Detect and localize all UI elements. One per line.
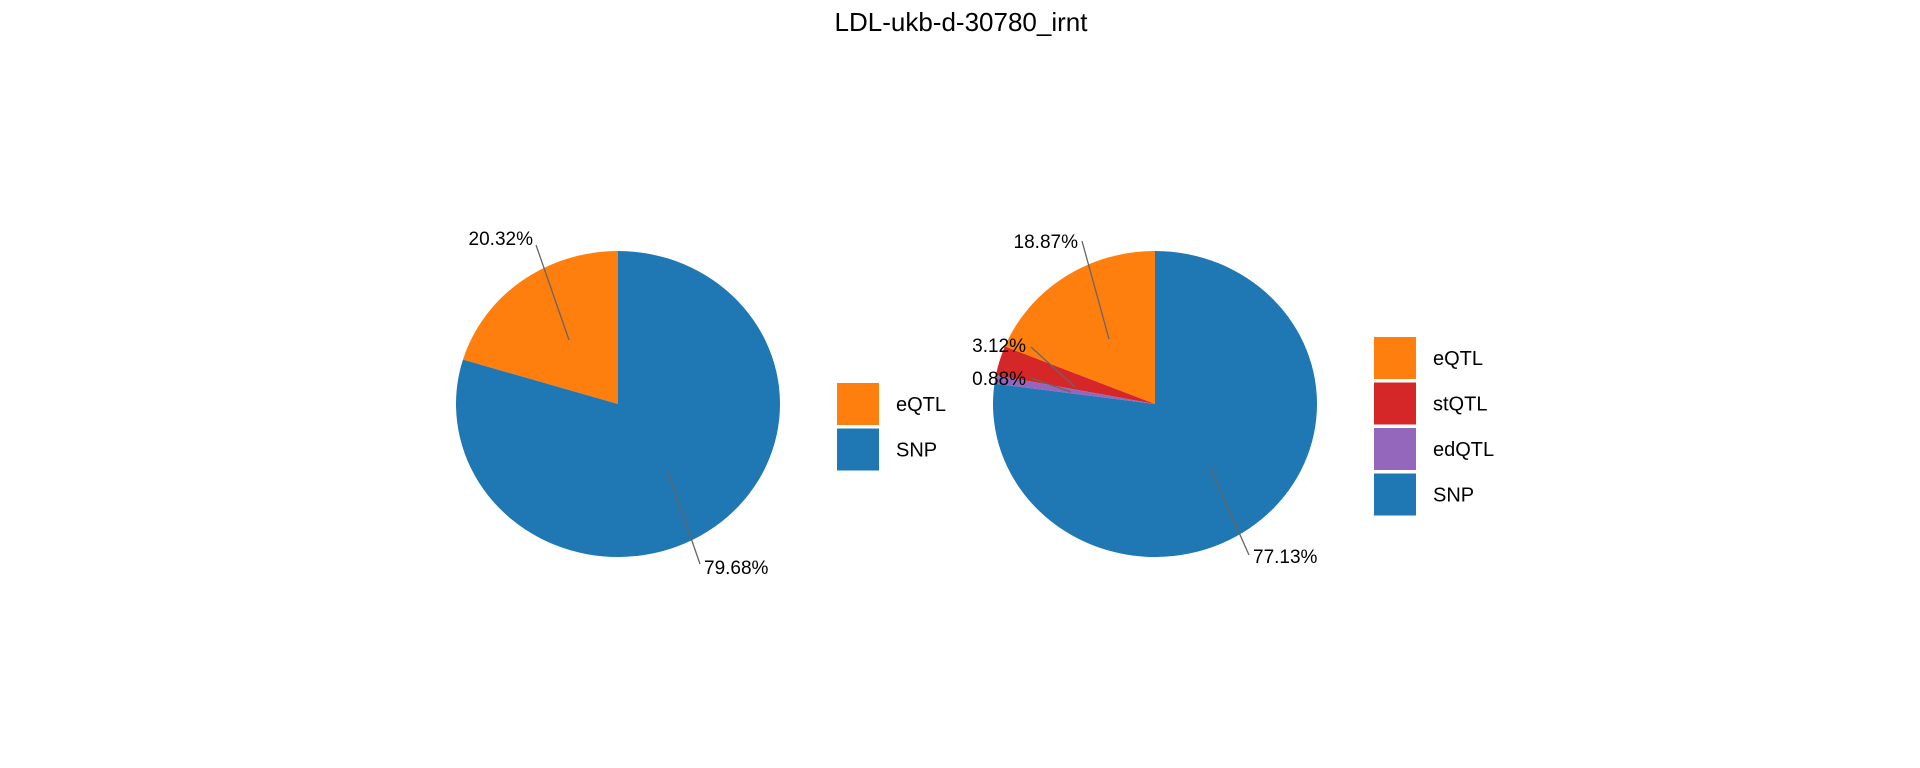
legend-label-edqtl: edQTL: [1433, 439, 1494, 461]
pie-2: 18.87% 3.12% 0.88% 77.13%: [972, 232, 1317, 568]
pie-slice-snp: [993, 251, 1318, 557]
label-leader-line: [1030, 346, 1076, 388]
label-leader-line: [666, 468, 701, 565]
label-leader-line: [1208, 464, 1250, 556]
legend-label-eqtl: eQTL: [896, 394, 946, 416]
legend-1: eQTL SNP: [837, 383, 946, 471]
legend-key-snp: [1374, 473, 1416, 516]
legend-label-snp: SNP: [896, 440, 937, 462]
pie-slice-snp: [455, 251, 780, 557]
data-label-edqtl: 0.88%: [972, 369, 1026, 390]
label-leader-line: [1081, 240, 1110, 340]
label-leader-line: [535, 244, 570, 341]
legend-key-edqtl: [1374, 428, 1416, 470]
label-leader-line: [1030, 377, 1072, 393]
pie-slice-eqtl: [1004, 251, 1155, 404]
legend-label-snp: SNP: [1433, 485, 1474, 507]
legend-key-stqtl: [1374, 382, 1416, 425]
pie-slice-eqtl: [462, 251, 618, 404]
data-label-snp: 79.68%: [704, 558, 769, 579]
data-label-eqtl: 20.32%: [469, 229, 534, 250]
pie-1: 20.32% 79.68%: [455, 229, 780, 579]
pie-slice-stqtl: [995, 346, 1155, 404]
legend-key-snp: [837, 428, 879, 471]
data-label-snp: 77.13%: [1253, 547, 1318, 568]
legend-label-stqtl: stQTL: [1433, 394, 1487, 416]
chart-title: LDL-ukb-d-30780_irnt: [835, 7, 1089, 37]
data-label-stqtl: 3.12%: [972, 336, 1026, 357]
legend-label-eqtl: eQTL: [1433, 348, 1483, 370]
legend-2: eQTL stQTL edQTL SNP: [1374, 337, 1494, 516]
legend-key-eqtl: [1374, 337, 1416, 379]
data-label-eqtl: 18.87%: [1014, 232, 1079, 253]
legend-key-eqtl: [837, 383, 879, 425]
pie-slice-edqtl: [994, 375, 1155, 404]
